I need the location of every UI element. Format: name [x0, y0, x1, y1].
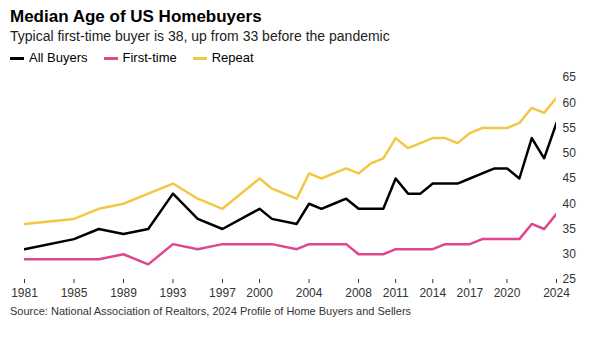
svg-text:35: 35	[563, 222, 577, 236]
svg-text:2004: 2004	[296, 286, 323, 300]
svg-text:60: 60	[563, 96, 577, 110]
svg-text:65: 65	[563, 70, 577, 84]
html-text:First-time: First-time	[122, 50, 177, 65]
svg-text:2017: 2017	[457, 286, 484, 300]
svg-text:1993: 1993	[160, 286, 187, 300]
html-text:Repeat: Repeat	[211, 50, 254, 65]
svg-text:1997: 1997	[209, 286, 236, 300]
html-text:Source: National Association o: Source: National Association of Realtors…	[10, 305, 412, 317]
svg-text:55: 55	[563, 121, 577, 135]
svg-text:2014: 2014	[419, 286, 446, 300]
svg-text:45: 45	[563, 171, 577, 185]
svg-text:40: 40	[563, 197, 577, 211]
svg-text:2020: 2020	[494, 286, 521, 300]
svg-text:2008: 2008	[345, 286, 372, 300]
svg-text:2024: 2024	[543, 286, 570, 300]
svg-text:1985: 1985	[61, 286, 88, 300]
html-text:Typical first-time buyer is 38: Typical first-time buyer is 38, up from …	[10, 28, 390, 44]
svg-text:1989: 1989	[110, 286, 137, 300]
html-text:All Buyers: All Buyers	[29, 50, 88, 65]
svg-text:25: 25	[563, 272, 577, 286]
svg-text:1981: 1981	[11, 286, 38, 300]
svg-text:2011: 2011	[383, 286, 409, 300]
svg-text:50: 50	[563, 146, 577, 160]
svg-text:30: 30	[563, 247, 577, 261]
html-text:Median Age of US Homebuyers: Median Age of US Homebuyers	[10, 7, 262, 26]
svg-text:2000: 2000	[246, 286, 273, 300]
